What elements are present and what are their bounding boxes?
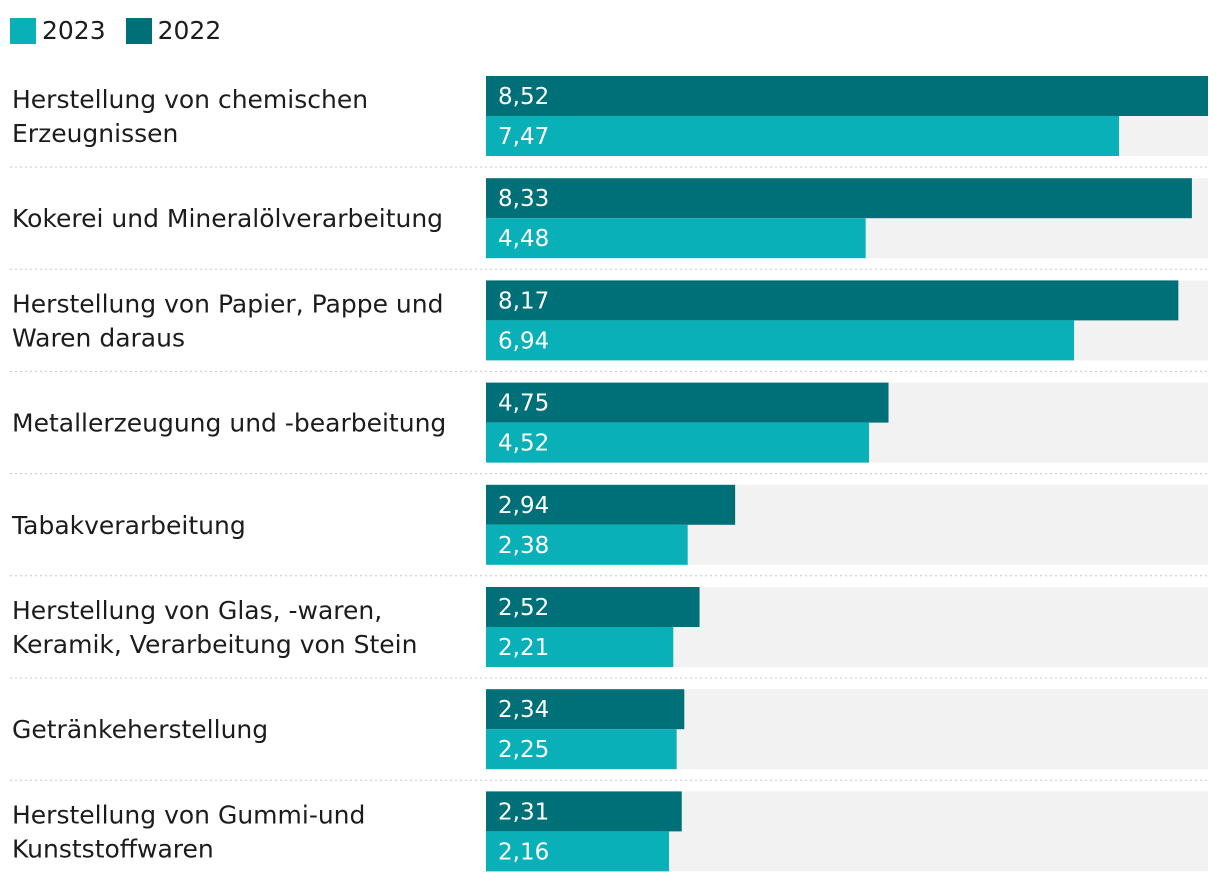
category-label: Herstellung von Glas, -waren, [12, 596, 382, 625]
bar-2023 [486, 116, 1120, 156]
legend-label-2022: 2022 [157, 16, 222, 45]
bar-2023 [486, 831, 670, 872]
bar-2022 [486, 587, 700, 627]
bar-2022 [486, 484, 736, 525]
category-label: Herstellung von chemischen [12, 85, 368, 114]
value-label-2023: 4,48 [498, 226, 549, 252]
bar-2022 [486, 382, 889, 423]
value-label-2023: 2,25 [498, 737, 549, 763]
value-label-2022: 8,33 [498, 186, 549, 212]
legend: 2023 2022 [10, 16, 241, 46]
category-label: Waren daraus [12, 323, 185, 352]
bar-2022 [486, 76, 1208, 116]
bar-2023 [486, 218, 866, 259]
category-label: Keramik, Verarbeitung von Stein [12, 630, 417, 659]
legend-item-2023: 2023 [10, 16, 106, 46]
bar-2023 [486, 524, 688, 565]
value-label-2022: 2,34 [498, 697, 549, 723]
bar-2022 [486, 178, 1192, 219]
legend-item-2022: 2022 [125, 16, 222, 46]
category-label: Herstellung von Gummi-und [12, 800, 365, 829]
legend-swatch-2022 [125, 18, 152, 44]
value-label-2023: 7,47 [498, 124, 549, 150]
category-label: Erzeugnissen [12, 119, 178, 148]
bar-2022 [486, 689, 685, 730]
legend-swatch-2023 [10, 18, 36, 44]
value-label-2023: 2,21 [498, 635, 549, 661]
value-label-2023: 2,38 [498, 533, 549, 559]
category-label: Kunststoffwaren [12, 834, 214, 863]
bar-2023 [486, 729, 677, 770]
value-label-2022: 4,75 [498, 391, 549, 417]
bar-2022 [486, 791, 682, 832]
value-label-2023: 4,52 [498, 431, 549, 457]
value-label-2023: 2,16 [498, 839, 549, 865]
category-label: Herstellung von Papier, Pappe und [12, 289, 443, 318]
value-label-2022: 8,17 [498, 288, 549, 314]
legend-label-2023: 2023 [42, 16, 106, 45]
category-label: Getränkeherstellung [12, 715, 268, 744]
bar-2023 [486, 422, 870, 463]
value-label-2022: 2,94 [498, 493, 549, 519]
category-label: Tabakverarbeitung [11, 511, 246, 540]
value-label-2022: 2,52 [498, 595, 549, 621]
value-label-2023: 6,94 [498, 328, 549, 354]
bar-2023 [486, 320, 1075, 361]
value-label-2022: 8,52 [498, 84, 549, 110]
category-label: Kokerei und Mineralölverarbeitung [12, 204, 443, 233]
value-label-2022: 2,31 [498, 799, 549, 825]
category-label: Metallerzeugung und -bearbeitung [12, 409, 446, 438]
bar-2023 [486, 627, 674, 667]
bar-2022 [486, 280, 1179, 321]
